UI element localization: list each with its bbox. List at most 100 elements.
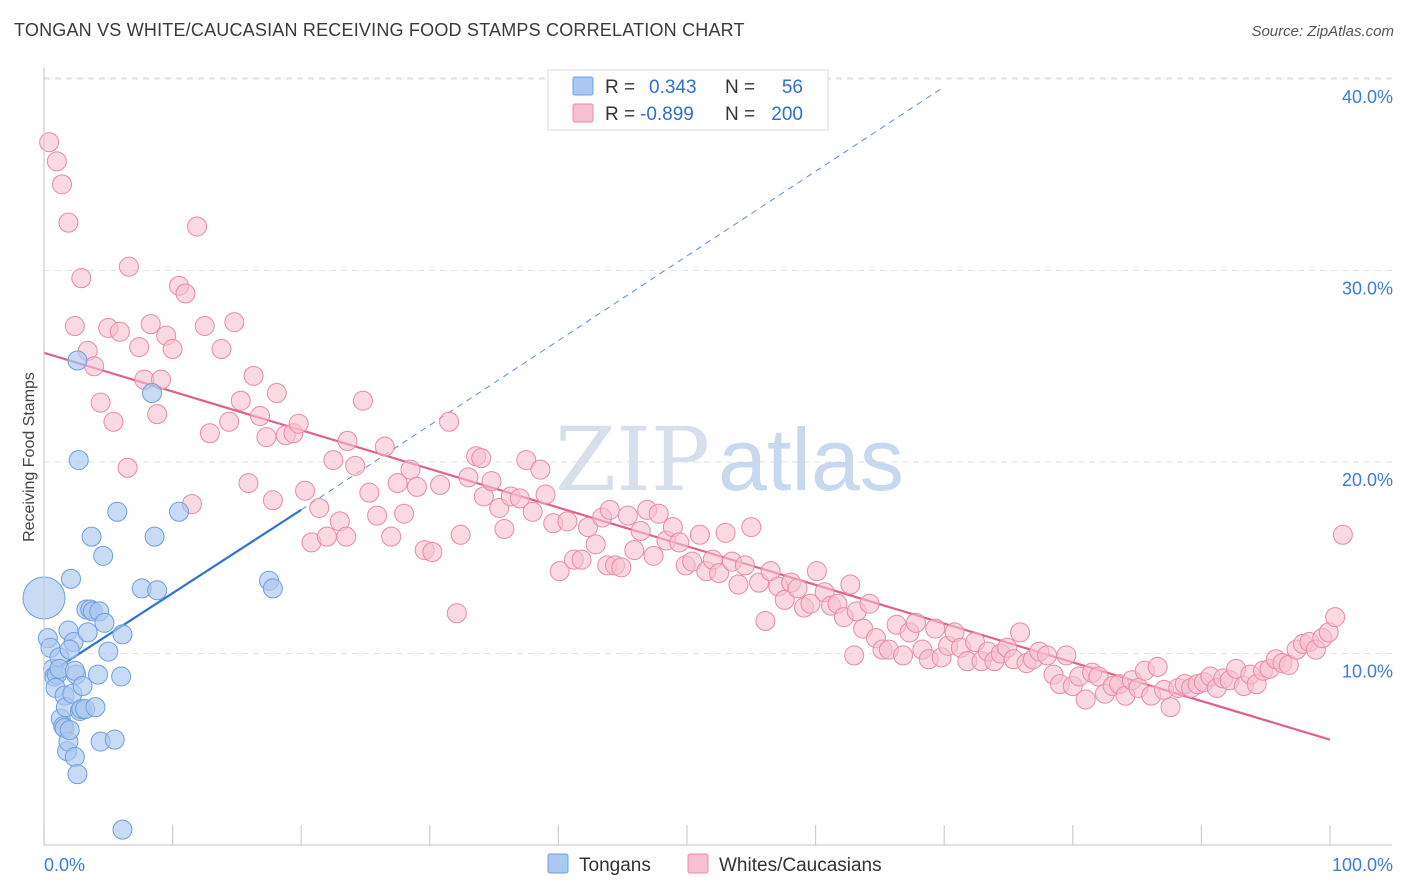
data-point-whites	[905, 612, 926, 633]
data-point-whites	[1056, 645, 1077, 666]
data-point-whites	[557, 511, 578, 532]
data-point-whites	[585, 534, 606, 555]
data-point-whites	[755, 610, 776, 631]
chart-title: TONGAN VS WHITE/CAUCASIAN RECEIVING FOOD…	[14, 20, 745, 40]
data-point-whites	[64, 316, 85, 337]
data-point-whites	[422, 542, 443, 563]
data-point-whites	[187, 216, 208, 237]
legend-box: R = 0.343 N = 56 R = -0.899 N = 200	[547, 69, 829, 131]
data-point-whites	[741, 517, 762, 538]
data-point-whites	[288, 413, 309, 434]
legend-r-value: 0.343	[649, 77, 697, 98]
data-point-tongans	[112, 624, 133, 645]
y-axis-label: Receiving Food Stamps	[21, 372, 38, 542]
data-point-whites	[669, 532, 690, 553]
data-point-whites	[374, 436, 395, 457]
data-point-whites	[728, 574, 749, 595]
data-point-whites	[230, 390, 251, 411]
data-point-tongans	[85, 697, 106, 718]
data-point-whites	[450, 524, 471, 545]
data-point-tongans	[147, 580, 168, 601]
bottom-legend: Tongans Whites/Caucasians	[547, 853, 882, 876]
data-point-whites	[345, 455, 366, 476]
data-point-whites	[118, 256, 139, 277]
bottom-legend-whites: Whites/Caucasians	[719, 855, 882, 876]
data-point-whites	[806, 561, 827, 582]
data-point-whites	[844, 645, 865, 666]
legend-swatch-whites	[572, 103, 594, 123]
data-point-whites	[323, 450, 344, 471]
data-point-whites	[224, 312, 245, 333]
data-point-whites	[481, 471, 502, 492]
data-point-tongans	[64, 746, 85, 767]
y-tick-label: 10.0%	[1342, 662, 1393, 682]
data-point-whites	[458, 467, 479, 488]
data-point-whites	[52, 174, 73, 195]
data-point-whites	[734, 555, 755, 576]
y-tick-label: 20.0%	[1342, 470, 1393, 490]
data-point-tongans	[67, 764, 88, 785]
data-point-whites	[352, 390, 373, 411]
data-point-tongans	[112, 819, 133, 840]
data-point-whites	[147, 404, 168, 425]
data-point-whites	[1147, 656, 1168, 677]
data-point-whites	[129, 337, 150, 358]
data-point-whites	[439, 411, 460, 432]
data-point-whites	[893, 645, 914, 666]
data-point-whites	[1088, 666, 1109, 687]
legend-n-value: 200	[771, 104, 803, 125]
y-tick-label: 30.0%	[1342, 279, 1393, 299]
data-point-tongans	[59, 639, 80, 660]
data-point-whites	[800, 593, 821, 614]
data-point-whites	[611, 557, 632, 578]
data-point-whites	[1160, 697, 1181, 718]
data-point-tongans	[142, 383, 163, 404]
data-point-whites	[316, 526, 337, 547]
data-point-whites	[387, 473, 408, 494]
data-point-whites	[243, 365, 264, 386]
trend-line-tongans	[43, 508, 302, 678]
watermark: ZIP atlas	[555, 408, 904, 511]
data-point-whites	[840, 574, 861, 595]
data-point-whites	[516, 450, 537, 471]
data-point-whites	[1332, 524, 1353, 545]
legend-n-label: N =	[725, 77, 755, 98]
watermark-atlas: atlas	[718, 410, 904, 509]
data-point-tongans	[169, 501, 190, 522]
data-point-whites	[256, 427, 277, 448]
data-point-tongans	[61, 568, 82, 589]
legend-swatch-tongans	[572, 76, 594, 96]
x-tick-label: 100.0%	[1332, 855, 1393, 875]
data-point-whites	[109, 321, 130, 342]
data-point-whites	[336, 526, 357, 547]
data-point-whites	[262, 490, 283, 511]
legend-r-label: R =	[605, 77, 635, 98]
data-point-tongans	[107, 501, 128, 522]
data-point-whites	[337, 430, 358, 451]
data-point-whites	[194, 316, 215, 337]
data-point-tongans	[111, 666, 132, 687]
data-point-whites	[682, 551, 703, 572]
data-point-whites	[774, 589, 795, 610]
data-point-whites	[1037, 645, 1058, 666]
data-point-whites	[689, 524, 710, 545]
data-point-tongans	[94, 612, 115, 633]
data-point-whites	[648, 503, 669, 524]
legend-r-label: R =	[605, 104, 635, 125]
data-point-whites	[367, 505, 388, 526]
data-point-whites	[140, 314, 161, 335]
data-point-whites	[117, 457, 138, 478]
data-point-whites	[175, 283, 196, 304]
data-point-whites	[599, 499, 620, 520]
data-point-whites	[530, 459, 551, 480]
data-point-tongans	[67, 350, 88, 371]
data-point-whites	[643, 545, 664, 566]
data-point-whites	[295, 480, 316, 501]
data-point-whites	[577, 517, 598, 538]
source-label: Source: ZipAtlas.com	[1251, 23, 1394, 40]
data-point-whites	[84, 356, 105, 377]
data-point-whites	[522, 501, 543, 522]
data-point-whites	[39, 132, 60, 153]
data-point-whites	[381, 526, 402, 547]
legend-n-label: N =	[725, 104, 755, 125]
